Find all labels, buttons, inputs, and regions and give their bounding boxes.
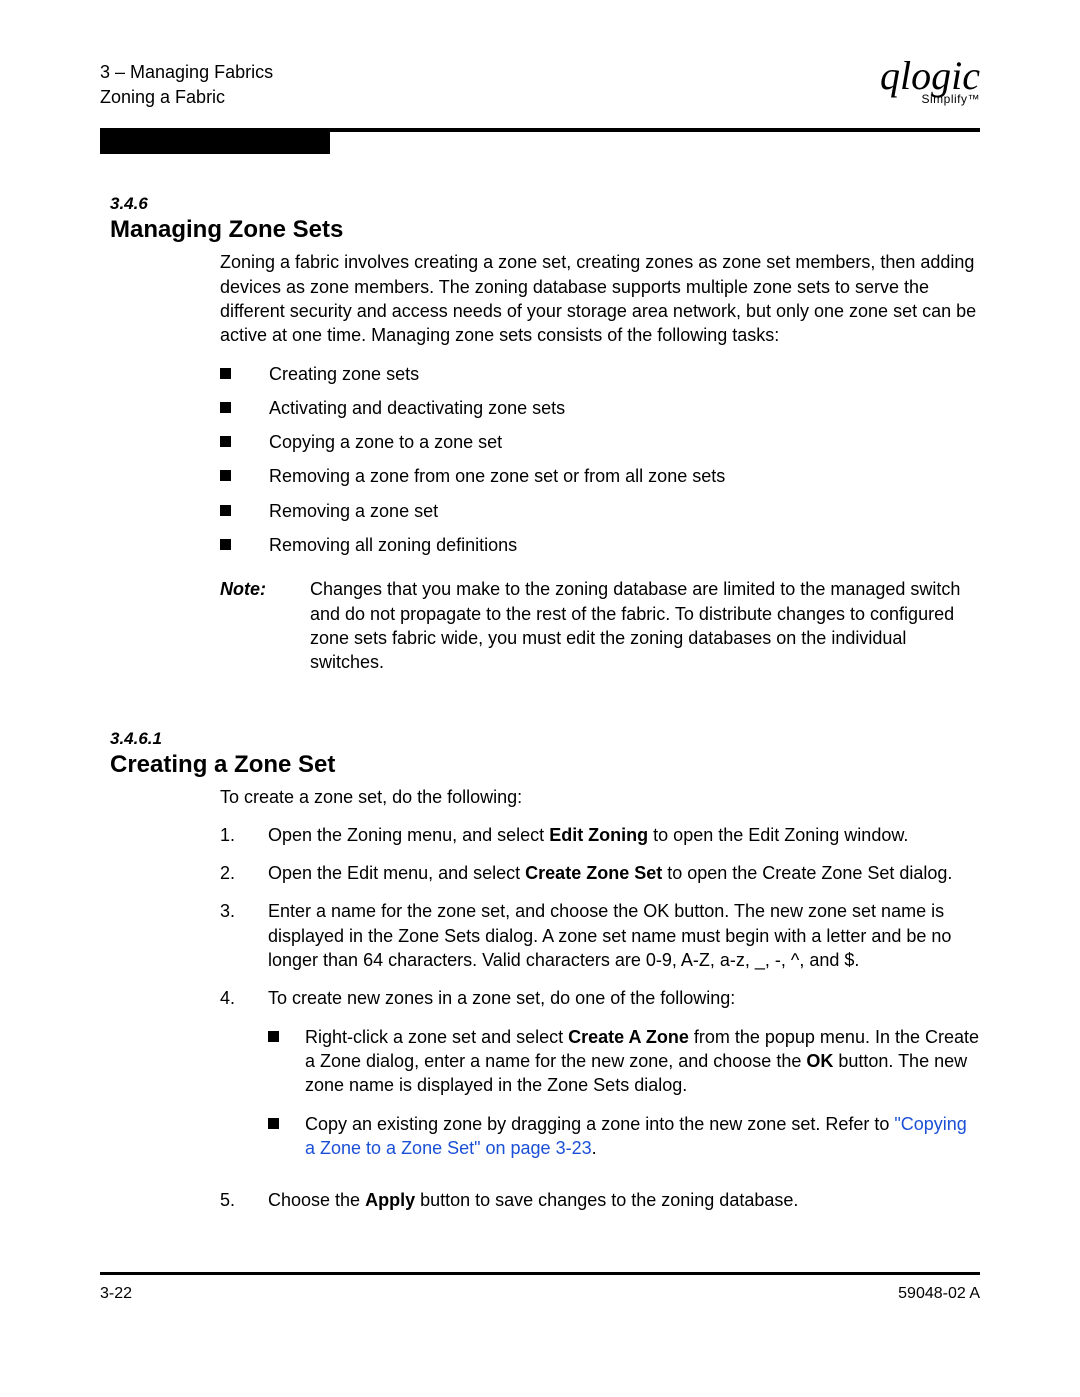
substep-text: Right-click a zone set and select Create… — [305, 1025, 980, 1098]
list-item-text: Activating and deactivating zone sets — [269, 396, 565, 420]
document-number: 59048-02 A — [898, 1285, 980, 1303]
substep-list: Right-click a zone set and select Create… — [268, 1025, 980, 1160]
bullet-icon — [220, 436, 231, 447]
substep-text: Copy an existing zone by dragging a zone… — [305, 1112, 980, 1161]
text-run: button to save changes to the zoning dat… — [415, 1190, 798, 1210]
step-text: Open the Edit menu, and select Create Zo… — [268, 861, 980, 885]
bullet-icon — [220, 539, 231, 550]
bullet-icon — [220, 402, 231, 413]
list-item: 5. Choose the Apply button to save chang… — [220, 1188, 980, 1212]
step-text: Choose the Apply button to save changes … — [268, 1188, 980, 1212]
task-list: Creating zone sets Activating and deacti… — [220, 362, 980, 558]
bullet-icon — [220, 368, 231, 379]
text-run: To create new zones in a zone set, do on… — [268, 988, 735, 1008]
header-section: Zoning a Fabric — [100, 85, 273, 110]
header-chapter: 3 – Managing Fabrics — [100, 60, 273, 85]
page-number: 3-22 — [100, 1285, 132, 1303]
step-number: 4. — [220, 986, 268, 1174]
bullet-icon — [220, 470, 231, 481]
text-run: . — [592, 1138, 597, 1158]
list-item-text: Removing all zoning definitions — [269, 533, 517, 557]
header-rule — [100, 128, 980, 154]
list-item-text: Copying a zone to a zone set — [269, 430, 502, 454]
list-item: Removing a zone from one zone set or fro… — [220, 464, 980, 488]
section-number: 3.4.6 — [110, 194, 980, 214]
list-item: Copy an existing zone by dragging a zone… — [268, 1112, 980, 1161]
bold-run: Create Zone Set — [525, 863, 662, 883]
bold-run: Edit Zoning — [549, 825, 648, 845]
procedure-list: 1. Open the Zoning menu, and select Edit… — [220, 823, 980, 1213]
bold-run: Create A Zone — [568, 1027, 689, 1047]
subsection-number: 3.4.6.1 — [110, 729, 980, 749]
section-title: Managing Zone Sets — [110, 216, 980, 244]
text-run: Open the Zoning menu, and select — [268, 825, 549, 845]
subsection-title: Creating a Zone Set — [110, 751, 980, 779]
page-header: 3 – Managing Fabrics Zoning a Fabric qlo… — [100, 60, 980, 110]
step-text: To create new zones in a zone set, do on… — [268, 986, 980, 1174]
text-run: to open the Edit Zoning window. — [648, 825, 908, 845]
step-text: Enter a name for the zone set, and choos… — [268, 899, 980, 972]
step-text: Open the Zoning menu, and select Edit Zo… — [268, 823, 980, 847]
list-item: Right-click a zone set and select Create… — [268, 1025, 980, 1098]
logo-main: qlogic — [880, 60, 980, 92]
list-item: Removing a zone set — [220, 499, 980, 523]
text-run: Open the Edit menu, and select — [268, 863, 525, 883]
list-item: Copying a zone to a zone set — [220, 430, 980, 454]
footer-rule — [100, 1272, 980, 1275]
bullet-icon — [220, 505, 231, 516]
note-text: Changes that you make to the zoning data… — [310, 577, 980, 674]
text-run: Right-click a zone set and select — [305, 1027, 568, 1047]
brand-logo: qlogic Simplify™ — [880, 60, 980, 106]
list-item: Removing all zoning definitions — [220, 533, 980, 557]
text-run: Choose the — [268, 1190, 365, 1210]
text-run: to open the Create Zone Set dialog. — [662, 863, 952, 883]
bullet-icon — [268, 1118, 279, 1129]
header-text: 3 – Managing Fabrics Zoning a Fabric — [100, 60, 273, 110]
bold-run: OK — [806, 1051, 833, 1071]
list-item: Creating zone sets — [220, 362, 980, 386]
page-footer: 3-22 59048-02 A — [100, 1285, 980, 1303]
step-number: 1. — [220, 823, 268, 847]
step-number: 3. — [220, 899, 268, 972]
note-block: Note: Changes that you make to the zonin… — [220, 577, 980, 674]
text-run: Copy an existing zone by dragging a zone… — [305, 1114, 894, 1134]
list-item: 3. Enter a name for the zone set, and ch… — [220, 899, 980, 972]
bullet-icon — [268, 1031, 279, 1042]
list-item-text: Removing a zone from one zone set or fro… — [269, 464, 725, 488]
list-item: Activating and deactivating zone sets — [220, 396, 980, 420]
step-number: 5. — [220, 1188, 268, 1212]
bold-run: Apply — [365, 1190, 415, 1210]
list-item-text: Creating zone sets — [269, 362, 419, 386]
list-item: 1. Open the Zoning menu, and select Edit… — [220, 823, 980, 847]
intro-paragraph: To create a zone set, do the following: — [220, 785, 980, 809]
list-item-text: Removing a zone set — [269, 499, 438, 523]
note-label: Note: — [220, 577, 310, 674]
list-item: 4. To create new zones in a zone set, do… — [220, 986, 980, 1174]
intro-paragraph: Zoning a fabric involves creating a zone… — [220, 250, 980, 347]
list-item: 2. Open the Edit menu, and select Create… — [220, 861, 980, 885]
step-number: 2. — [220, 861, 268, 885]
